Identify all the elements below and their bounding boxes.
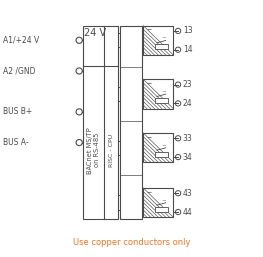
Text: −: − bbox=[146, 189, 151, 194]
Text: 14: 14 bbox=[183, 45, 193, 54]
Bar bbox=[155, 98, 168, 103]
Text: 24 V: 24 V bbox=[84, 28, 107, 38]
Bar bbox=[143, 188, 173, 217]
Text: ~: ~ bbox=[161, 35, 166, 40]
Text: 43: 43 bbox=[183, 189, 193, 198]
Bar bbox=[143, 26, 173, 55]
Text: 24: 24 bbox=[183, 99, 193, 108]
Text: 13: 13 bbox=[183, 26, 193, 35]
Text: BUS A-: BUS A- bbox=[3, 138, 29, 147]
Bar bbox=[155, 207, 168, 212]
Text: 23: 23 bbox=[183, 80, 193, 89]
Text: 34: 34 bbox=[183, 153, 193, 162]
Text: BUS B+: BUS B+ bbox=[3, 107, 33, 116]
Bar bbox=[143, 133, 173, 162]
Text: RISC - CPU: RISC - CPU bbox=[109, 134, 114, 167]
Text: ~: ~ bbox=[161, 89, 166, 94]
Bar bbox=[120, 26, 142, 219]
Text: 33: 33 bbox=[183, 134, 193, 143]
Text: −: − bbox=[146, 80, 151, 85]
Text: A2 /GND: A2 /GND bbox=[3, 67, 36, 76]
Text: −: − bbox=[146, 27, 151, 32]
Text: Use copper conductors only: Use copper conductors only bbox=[73, 238, 190, 247]
Bar bbox=[155, 152, 168, 157]
Bar bbox=[143, 79, 173, 109]
Text: BACnet MS/TP
on RS-485: BACnet MS/TP on RS-485 bbox=[87, 127, 100, 173]
Text: ~: ~ bbox=[161, 143, 166, 148]
Text: −: − bbox=[146, 134, 151, 139]
Bar bbox=[155, 44, 168, 49]
Text: ~: ~ bbox=[161, 198, 166, 203]
Text: A1/+24 V: A1/+24 V bbox=[3, 36, 39, 45]
Text: 44: 44 bbox=[183, 208, 193, 217]
Bar bbox=[83, 26, 118, 219]
